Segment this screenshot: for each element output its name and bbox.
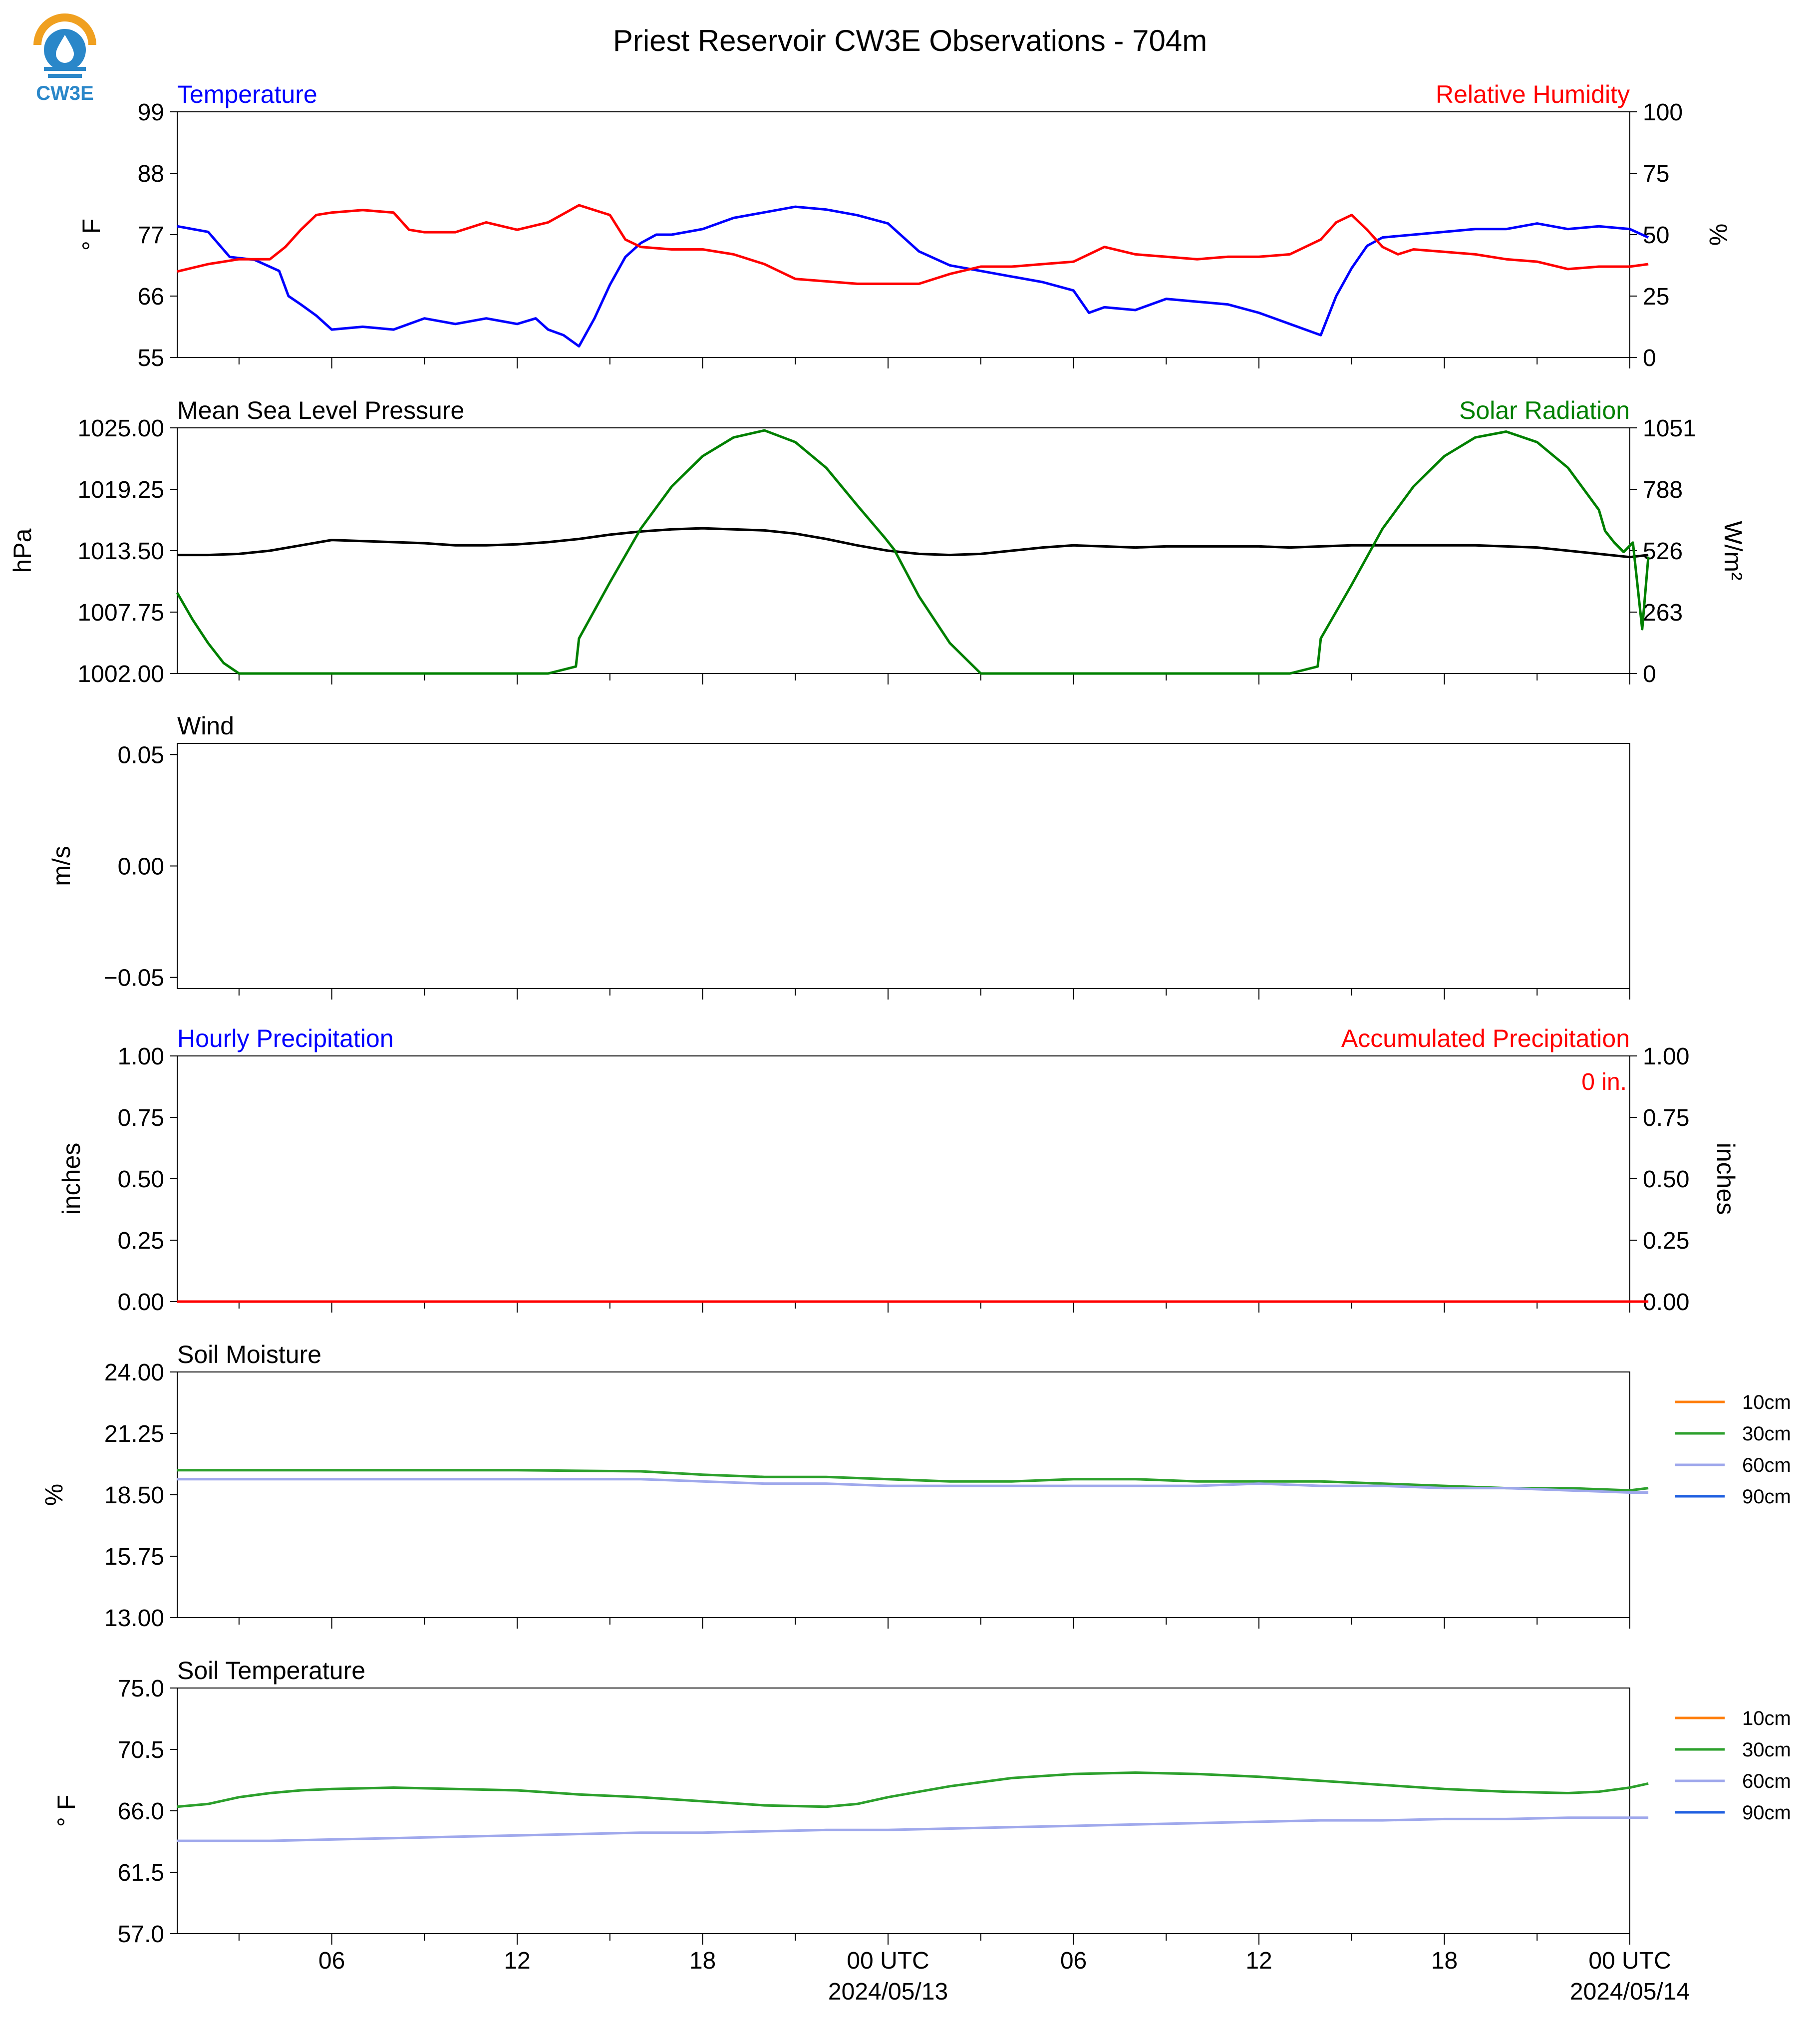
panel-title-left: Wind	[177, 712, 234, 740]
y-tick-label-right: 50	[1643, 222, 1669, 249]
x-tick-label: 12	[1245, 1948, 1272, 1974]
x-tick-label: 06	[318, 1948, 345, 1974]
series-line-30cm	[177, 1771, 1649, 1808]
y-tick-label-left: 99	[138, 99, 164, 126]
x-tick-label: 12	[504, 1948, 530, 1974]
legend-label-60cm: 60cm	[1742, 1454, 1791, 1476]
y-tick-label-right: 1051	[1643, 415, 1696, 442]
y-tick-label-left: 13.00	[104, 1605, 164, 1632]
y-tick-label-left: 15.75	[104, 1544, 164, 1570]
legend: 10cm 30cm 60cm 90cm	[1675, 1391, 1791, 1508]
legend-label-60cm: 60cm	[1742, 1770, 1791, 1792]
y-axis-label-left: inches	[57, 1143, 85, 1215]
series-line-60cm	[177, 1816, 1649, 1842]
y-tick-label-left: 55	[138, 345, 164, 371]
y-tick-label-left: 77	[138, 222, 164, 249]
panel-wind: Wind 0.05 0.00 −0.05 m/s	[47, 712, 1630, 1000]
series-line-relative-humidity	[177, 204, 1649, 285]
y-tick-label-right: 788	[1643, 477, 1683, 503]
chart-title: Priest Reservoir CW3E Observations - 704…	[613, 24, 1207, 57]
panel-hourly-precipitation: Hourly Precipitation Accumulated Precipit…	[57, 1024, 1740, 1316]
panel-title-left: Soil Temperature	[177, 1657, 365, 1685]
y-tick-label-right: 75	[1643, 161, 1669, 187]
cw3e-logo: CW3E	[33, 13, 96, 104]
y-tick-label-left: 1025.00	[77, 415, 164, 442]
y-tick-label-right: 263	[1643, 600, 1683, 626]
y-tick-label-left: 70.5	[118, 1737, 164, 1763]
y-tick-label-left: 75.0	[118, 1676, 164, 1702]
x-date-label: 2024/05/14	[1570, 1979, 1690, 2005]
y-tick-label-left: 0.50	[118, 1166, 164, 1193]
legend-label-30cm: 30cm	[1742, 1739, 1791, 1761]
panel-title-right: Solar Radiation	[1459, 396, 1630, 424]
series-line-mean-sea-level-pressure	[177, 527, 1649, 559]
y-tick-label-left: 1.00	[118, 1043, 164, 1070]
x-date-label: 2024/05/13	[828, 1979, 948, 2005]
panel-mean-sea-level-pressure: Mean Sea Level Pressure Solar Radiation 10…	[8, 396, 1747, 687]
legend-label-10cm: 10cm	[1742, 1391, 1791, 1413]
series-line-temperature	[177, 205, 1649, 348]
y-axis-label-left: ° F	[77, 219, 105, 251]
y-axis-label-left: m/s	[47, 846, 75, 886]
logo-text: CW3E	[36, 82, 94, 104]
y-tick-label-left: 0.00	[118, 1289, 164, 1316]
y-tick-label-left: −0.05	[104, 965, 164, 992]
panel-title-left: Temperature	[177, 80, 317, 108]
y-axis-label-right: inches	[1712, 1143, 1740, 1215]
panel-soil-moisture: Soil Moisture 24.00 21.25 18.50 15.75 13.00% 1…	[40, 1341, 1791, 1632]
legend-label-90cm: 90cm	[1742, 1486, 1791, 1508]
y-tick-label-left: 21.25	[104, 1421, 164, 1447]
y-tick-label-right: 526	[1643, 538, 1683, 565]
panel-title-left: Mean Sea Level Pressure	[177, 396, 464, 424]
panel-soil-temperature: Soil Temperature 75.0 70.5 66.0 61.5 57.0 ° F 1…	[52, 1657, 1791, 1948]
series-line-solar-radiation	[176, 429, 1650, 675]
y-axis-label-right: W/m²	[1719, 521, 1747, 580]
panel-temperature: Temperature Relative Humidity 99 88 77 66 55 10…	[77, 80, 1732, 371]
y-tick-label-left: 0.05	[118, 742, 164, 768]
panel-title-left: Soil Moisture	[177, 1341, 321, 1368]
panel-title-left: Hourly Precipitation	[177, 1024, 394, 1052]
x-tick-label: 00 UTC	[1588, 1948, 1671, 1974]
y-tick-label-left: 18.50	[104, 1482, 164, 1509]
y-axis-label-left: hPa	[8, 528, 36, 573]
panel-title-right: Accumulated Precipitation	[1341, 1024, 1630, 1052]
y-axis-label-left: ° F	[52, 1795, 80, 1827]
accumulated-precip-annotation: 0 in.	[1581, 1069, 1627, 1095]
y-tick-label-left: 88	[138, 161, 164, 187]
x-tick-label: 06	[1060, 1948, 1087, 1974]
y-tick-label-left: 0.75	[118, 1105, 164, 1131]
y-tick-label-left: 61.5	[118, 1860, 164, 1886]
y-tick-label-left: 0.25	[118, 1228, 164, 1254]
y-tick-label-right: 0.75	[1643, 1105, 1689, 1131]
y-tick-label-left: 1002.00	[77, 661, 164, 687]
y-tick-label-right: 0.25	[1643, 1228, 1689, 1254]
legend: 10cm 30cm 60cm 90cm	[1675, 1707, 1791, 1824]
legend-label-10cm: 10cm	[1742, 1707, 1791, 1729]
y-tick-label-right: 0	[1643, 345, 1656, 371]
legend-label-90cm: 90cm	[1742, 1802, 1791, 1824]
x-tick-label: 18	[689, 1948, 716, 1974]
y-tick-label-right: 0.50	[1643, 1166, 1689, 1193]
x-tick-label: 18	[1431, 1948, 1458, 1974]
y-tick-label-right: 1.00	[1643, 1043, 1689, 1070]
y-tick-label-left: 66	[138, 284, 164, 310]
y-tick-label-left: 0.00	[118, 854, 164, 880]
y-tick-label-right: 25	[1643, 284, 1669, 310]
y-tick-label-left: 1007.75	[77, 600, 164, 626]
y-tick-label-left: 57.0	[118, 1921, 164, 1948]
y-axis-label-left: %	[40, 1484, 68, 1506]
y-tick-label-left: 24.00	[104, 1359, 164, 1386]
y-axis-label-right: %	[1704, 224, 1732, 246]
y-tick-label-right: 0.00	[1643, 1289, 1689, 1316]
panel-title-right: Relative Humidity	[1436, 80, 1630, 108]
y-tick-label-left: 1013.50	[77, 538, 164, 565]
y-tick-label-left: 1019.25	[77, 477, 164, 503]
series-line-60cm	[177, 1478, 1649, 1494]
y-tick-label-right: 100	[1643, 99, 1683, 126]
y-tick-label-right: 0	[1643, 661, 1656, 687]
x-tick-label: 00 UTC	[847, 1948, 929, 1974]
y-tick-label-left: 66.0	[118, 1798, 164, 1825]
legend-label-30cm: 30cm	[1742, 1423, 1791, 1445]
